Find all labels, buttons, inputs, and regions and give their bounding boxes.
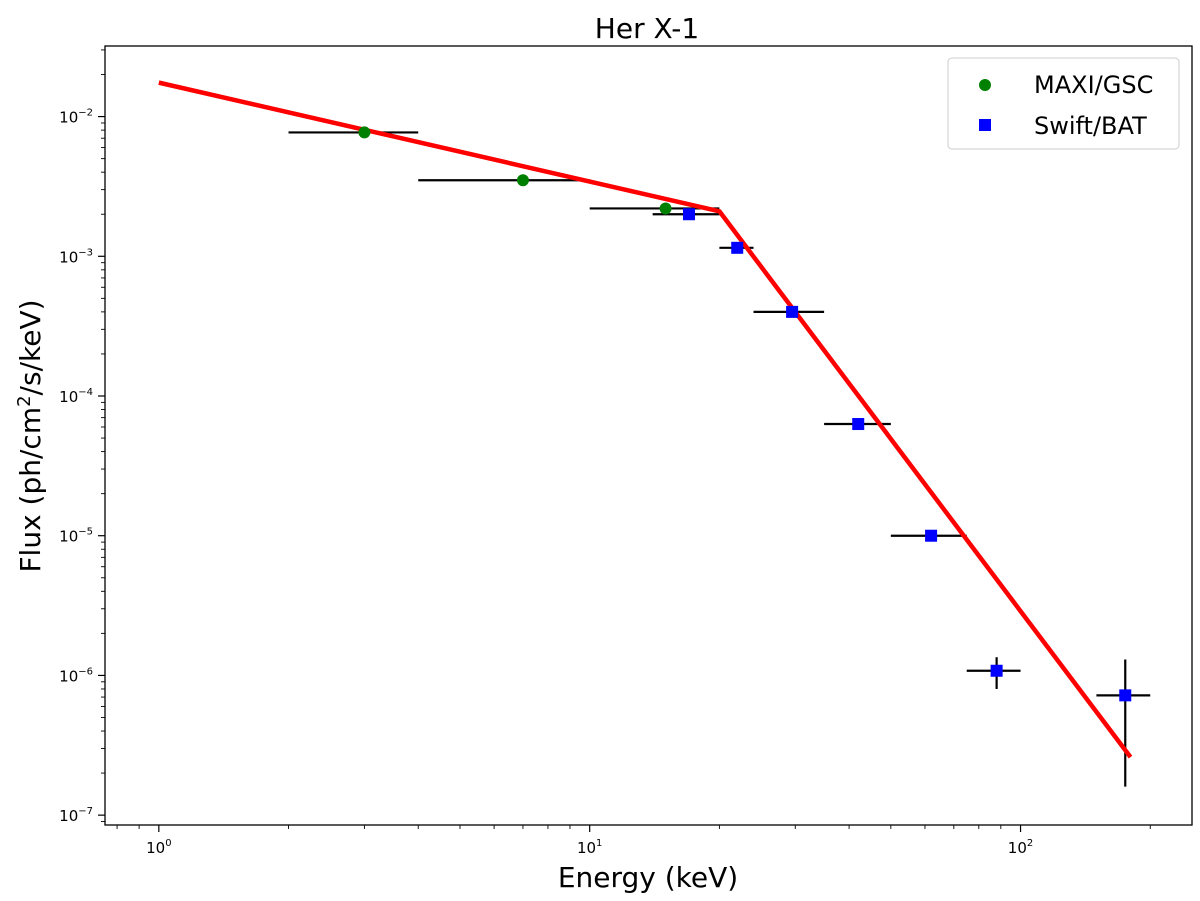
y-tick-label: 10−3 <box>59 247 93 266</box>
plot-area <box>104 45 1193 826</box>
y-tick-label-base: 10 <box>59 528 78 546</box>
series-layer <box>158 80 1151 787</box>
y-tick-label: 10−6 <box>59 666 93 685</box>
data-point-swift <box>786 305 799 318</box>
legend-frame <box>947 57 1180 150</box>
x-tick-label: 101 <box>577 838 602 857</box>
y-axis-label-suffix: /s/keV) <box>14 299 47 395</box>
x-tick-label-base: 10 <box>146 839 165 857</box>
y-tick-label: 10−5 <box>59 527 93 546</box>
data-point-swift <box>852 418 865 431</box>
data-point-swift <box>990 664 1003 677</box>
x-tick-label: 100 <box>146 838 171 857</box>
y-axis-ticks: 10−710−610−510−410−310−2 <box>59 49 105 825</box>
chart-title: Her X-1 <box>595 12 699 45</box>
y-axis-label-sup: 2 <box>14 395 35 406</box>
y-tick-label: 10−2 <box>59 108 93 127</box>
y-axis-label: Flux (ph/cm2/s/keV) <box>14 299 48 572</box>
x-tick-label-exp: 0 <box>165 838 171 849</box>
y-tick-label: 10−4 <box>59 387 93 406</box>
legend-marker-maxi <box>979 79 991 91</box>
x-tick-label-base: 10 <box>1008 839 1027 857</box>
x-tick-label-base: 10 <box>577 839 596 857</box>
x-axis-label: Energy (keV) <box>558 861 738 894</box>
y-tick-label-exp: −3 <box>78 247 93 258</box>
data-point-swift <box>925 529 938 542</box>
y-tick-label-exp: −6 <box>78 666 93 677</box>
data-point-maxi <box>659 202 672 215</box>
legend-label-swift: Swift/BAT <box>1034 112 1147 140</box>
y-axis-label-prefix: Flux (ph/cm <box>14 407 47 573</box>
y-tick-label-base: 10 <box>59 248 78 266</box>
y-tick-label-exp: −2 <box>78 108 93 119</box>
legend-marker-swift <box>979 119 991 131</box>
x-tick-label: 102 <box>1008 838 1033 857</box>
data-point-maxi <box>516 174 529 187</box>
legend-label-maxi: MAXI/GSC <box>1034 71 1153 99</box>
data-point-swift <box>731 241 744 254</box>
y-tick-label-base: 10 <box>59 388 78 406</box>
data-point-swift <box>682 208 695 221</box>
x-tick-label-exp: 2 <box>1027 838 1033 849</box>
data-point-maxi <box>358 126 371 139</box>
x-axis-ticks: 100 101 102 <box>116 825 1151 857</box>
y-tick-label-base: 10 <box>59 667 78 685</box>
y-tick-label-exp: −5 <box>78 527 93 538</box>
y-tick-label-base: 10 <box>59 807 78 825</box>
legend: MAXI/GSC Swift/BAT <box>947 57 1180 150</box>
y-tick-label: 10−7 <box>59 806 93 825</box>
x-tick-label-exp: 1 <box>596 838 602 849</box>
y-tick-label-base: 10 <box>59 109 78 127</box>
model-line <box>158 80 1133 759</box>
data-point-swift <box>1119 689 1132 702</box>
plot-frame <box>104 45 1193 826</box>
y-tick-label-exp: −7 <box>78 806 93 817</box>
y-tick-label-exp: −4 <box>78 387 93 398</box>
